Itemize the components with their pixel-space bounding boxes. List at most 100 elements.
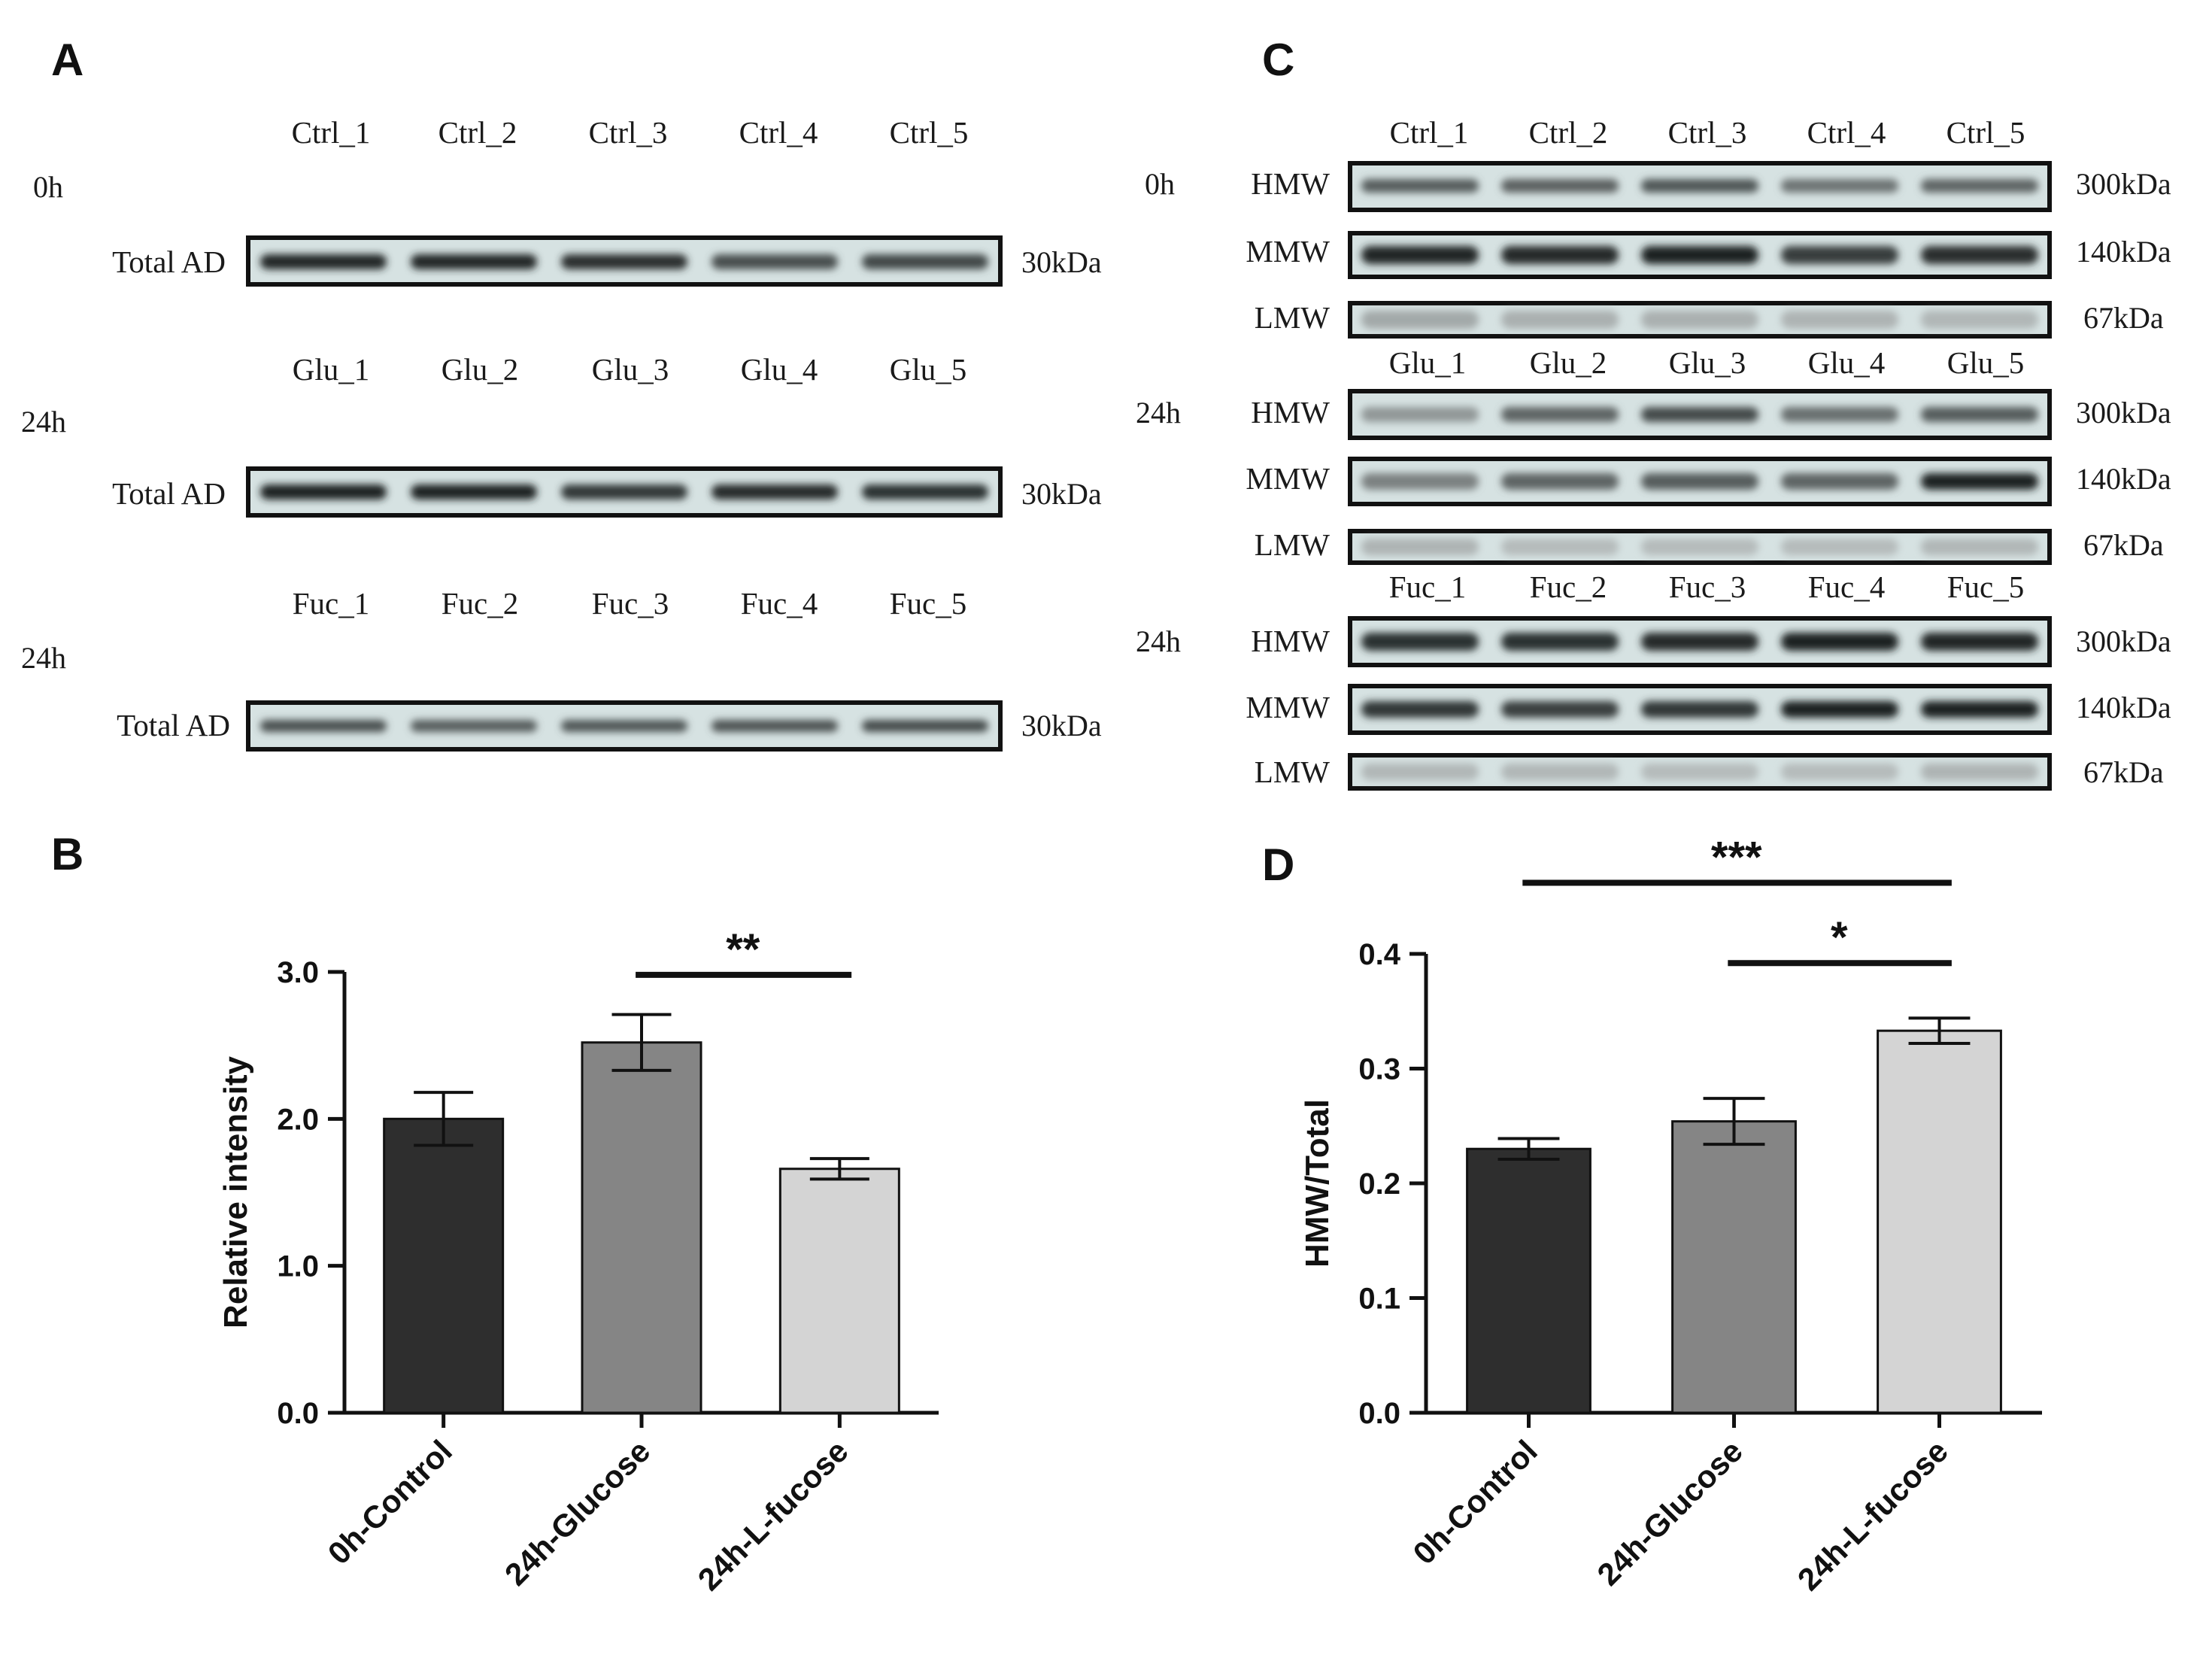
row-label-total-ad: Total AD <box>117 708 230 742</box>
kda-label: 140kDa <box>2076 235 2171 269</box>
lane-label: Glu_1 <box>293 352 370 387</box>
blot-band <box>862 254 988 269</box>
kda-label: 67kDa <box>2083 528 2164 562</box>
blot-band <box>1361 701 1479 718</box>
category-label: 24h-L-fucose <box>691 1433 855 1597</box>
blot-band <box>1920 633 2039 651</box>
kda-label: 300kDa <box>2076 167 2171 201</box>
row-label-lmw: LMW <box>1255 527 1331 562</box>
lane-label: Glu_4 <box>1808 345 1886 380</box>
bar <box>1671 1120 1797 1414</box>
time-label: 0h <box>1145 167 1175 201</box>
blot-band <box>1640 764 1759 780</box>
blot-band <box>1920 539 2039 555</box>
blot-band <box>712 720 838 732</box>
row-label-total-ad: Total AD <box>112 476 226 511</box>
chart-d-hmw-total: 0.0 0.1 0.2 0.3 0.4 HMW/Total 0h-Control 24h-Gl… <box>1299 833 2042 1597</box>
blot-band <box>1361 764 1479 780</box>
lane-label: Fuc_3 <box>1669 569 1746 604</box>
kda-label: 300kDa <box>2076 396 2171 430</box>
blot-band <box>1500 701 1619 718</box>
blot-band <box>1361 407 1479 422</box>
lane-label: Glu_5 <box>1947 345 2025 380</box>
blot-band <box>1500 407 1619 422</box>
blot-band <box>561 254 687 269</box>
blot-group-c3: Fuc_1 Fuc_2 Fuc_3 Fuc_4 Fuc_5 24h HMW 30… <box>1136 569 2171 791</box>
blot-band <box>1640 633 1759 651</box>
panel-letter-c: C <box>1262 35 1294 85</box>
blot-band <box>1500 473 1619 490</box>
y-tick-label: 0.4 <box>1358 938 1400 971</box>
kda-label: 67kDa <box>2083 301 2164 335</box>
blot-band <box>1780 701 1899 718</box>
lane-label: Ctrl_5 <box>1946 115 2025 150</box>
time-label: 24h <box>1136 396 1181 430</box>
blot-band <box>1780 407 1899 422</box>
lane-label: Ctrl_2 <box>438 115 517 150</box>
blot-band <box>1640 407 1759 422</box>
blot-band <box>1920 246 2039 264</box>
lane-label: Fuc_2 <box>441 586 519 621</box>
time-label: 24h <box>21 641 66 675</box>
blot-group-c1: Ctrl_1 Ctrl_2 Ctrl_3 Ctrl_4 Ctrl_5 0h HM… <box>1145 115 2171 339</box>
lane-label: Glu_5 <box>890 352 967 387</box>
row-label-lmw: LMW <box>1255 300 1331 335</box>
lane-label: Ctrl_2 <box>1529 115 1608 150</box>
y-axis-title: HMW/Total <box>1299 1099 1336 1268</box>
blot-band <box>1500 246 1619 264</box>
kda-label: 67kDa <box>2083 755 2164 789</box>
row-label-lmw: LMW <box>1255 755 1331 789</box>
blot-band <box>862 720 988 732</box>
row-label-mmw: MMW <box>1246 461 1330 496</box>
time-label: 0h <box>33 170 63 204</box>
blot-band <box>260 484 387 500</box>
lane-label: Ctrl_3 <box>589 115 668 150</box>
error-bar <box>1908 1016 1971 1045</box>
bar <box>1877 1029 2002 1414</box>
y-tick-label: 2.0 <box>277 1103 319 1136</box>
chart-b-relative-intensity: 0.0 1.0 2.0 3.0 Relative intensity 0h-Control… <box>217 925 939 1597</box>
blot-a1: 0h Ctrl_1 Ctrl_2 Ctrl_3 Ctrl_4 Ctrl_5 To… <box>33 115 1102 287</box>
category-label: 0h-Control <box>321 1433 459 1571</box>
blot-band <box>260 254 387 269</box>
time-label: 24h <box>1136 624 1181 658</box>
kda-label: 30kDa <box>1021 709 1102 742</box>
category-label: 24h-L-fucose <box>1791 1433 1955 1597</box>
blot-band <box>411 254 537 269</box>
lane-label: Fuc_5 <box>1947 569 2025 604</box>
bar <box>581 1041 702 1414</box>
blot-band <box>1640 179 1759 193</box>
panel-a-blots: 0h Ctrl_1 Ctrl_2 Ctrl_3 Ctrl_4 Ctrl_5 To… <box>21 115 1102 752</box>
blot-band <box>1920 179 2039 193</box>
panel-letter-d: D <box>1262 840 1294 890</box>
panel-c-blots: Ctrl_1 Ctrl_2 Ctrl_3 Ctrl_4 Ctrl_5 0h HM… <box>1136 115 2171 791</box>
blot-group-c2: Glu_1 Glu_2 Glu_3 Glu_4 Glu_5 24h HMW 30… <box>1136 345 2171 565</box>
lane-label: Fuc_3 <box>592 586 669 621</box>
panel-letter-a: A <box>51 35 83 85</box>
blot-band <box>1500 764 1619 780</box>
significance-label: *** <box>1711 833 1762 882</box>
blot-band <box>1361 311 1479 329</box>
kda-label: 140kDa <box>2076 691 2171 724</box>
lane-label: Ctrl_5 <box>890 115 969 150</box>
lane-label: Fuc_4 <box>1808 569 1886 604</box>
row-label-total-ad: Total AD <box>112 244 226 279</box>
lane-label: Ctrl_4 <box>1807 115 1886 150</box>
blot-band <box>1920 311 2039 329</box>
row-label-hmw: HMW <box>1251 166 1330 201</box>
y-tick-label: 0.1 <box>1358 1283 1400 1316</box>
y-tick-label: 1.0 <box>277 1250 319 1283</box>
blot-band <box>1361 246 1479 264</box>
kda-label: 300kDa <box>2076 624 2171 658</box>
lane-label: Glu_3 <box>1669 345 1746 380</box>
blot-band <box>1361 179 1479 193</box>
blot-band <box>1920 407 2039 422</box>
blot-band <box>561 484 687 500</box>
blot-band <box>1500 179 1619 193</box>
lane-label: Glu_2 <box>441 352 519 387</box>
lane-label: Fuc_5 <box>890 586 967 621</box>
row-label-hmw: HMW <box>1251 624 1330 658</box>
lane-label: Glu_3 <box>592 352 669 387</box>
blot-band <box>411 484 537 500</box>
